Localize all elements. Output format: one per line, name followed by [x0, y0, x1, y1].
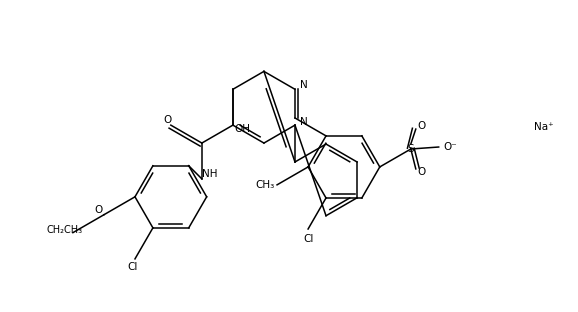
Text: O: O	[95, 205, 103, 215]
Text: O: O	[418, 167, 426, 177]
Text: NH: NH	[202, 169, 217, 179]
Text: N: N	[300, 117, 308, 127]
Text: Cl: Cl	[303, 234, 313, 244]
Text: O: O	[418, 121, 426, 131]
Text: Cl: Cl	[128, 262, 138, 272]
Text: OH: OH	[235, 124, 251, 134]
Text: N: N	[300, 80, 308, 90]
Text: S: S	[407, 144, 414, 154]
Text: CH₃: CH₃	[255, 180, 275, 190]
Text: O⁻: O⁻	[444, 142, 458, 152]
Text: O: O	[164, 115, 172, 125]
Text: Na⁺: Na⁺	[534, 122, 554, 132]
Text: CH₂CH₃: CH₂CH₃	[47, 225, 83, 235]
